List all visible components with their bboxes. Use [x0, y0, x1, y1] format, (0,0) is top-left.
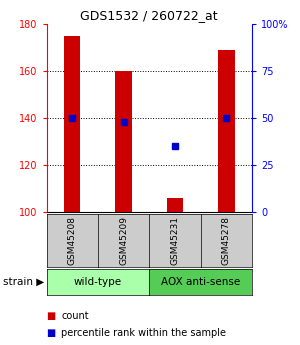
Text: GSM45278: GSM45278 [222, 216, 231, 265]
Title: GDS1532 / 260722_at: GDS1532 / 260722_at [80, 9, 218, 22]
Bar [218, 50, 235, 212]
Text: strain ▶: strain ▶ [3, 277, 44, 287]
Bar [167, 198, 183, 212]
Text: ■: ■ [46, 311, 56, 321]
Text: wild-type: wild-type [74, 277, 122, 287]
Text: ■: ■ [46, 328, 56, 338]
Bar [115, 71, 132, 212]
Text: GSM45231: GSM45231 [170, 216, 179, 265]
Text: GSM45209: GSM45209 [119, 216, 128, 265]
Text: percentile rank within the sample: percentile rank within the sample [61, 328, 226, 338]
Text: count: count [61, 311, 89, 321]
Text: GSM45208: GSM45208 [68, 216, 77, 265]
Text: AOX anti-sense: AOX anti-sense [161, 277, 240, 287]
Bar [64, 36, 80, 212]
